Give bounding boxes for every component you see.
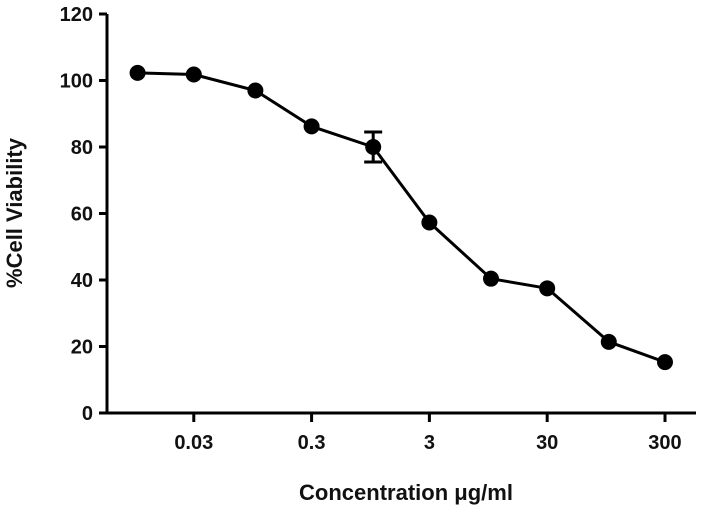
- x-tick-label: 0.03: [174, 432, 213, 454]
- y-tick-label: 60: [71, 204, 93, 226]
- y-tick-label: 120: [60, 4, 93, 26]
- x-tick-label: 300: [648, 432, 681, 454]
- data-point: [129, 64, 146, 81]
- data-point: [247, 82, 264, 99]
- y-tick-label: 0: [82, 403, 93, 425]
- y-tick-label: 100: [60, 71, 93, 93]
- data-point: [365, 139, 382, 155]
- data-point: [539, 280, 556, 297]
- y-tick-label: 20: [71, 337, 93, 359]
- y-axis-ticks: 0 20 40 60 80 100 120: [60, 4, 107, 425]
- y-axis-title: %Cell Viability: [2, 137, 27, 288]
- series-line: [137, 71, 666, 364]
- data-point: [303, 118, 320, 135]
- data-point: [600, 333, 617, 350]
- data-point: [421, 214, 438, 231]
- x-tick-label: 3: [424, 432, 435, 454]
- x-axis-title: Concentration μg/ml: [299, 480, 513, 505]
- x-tick-label: 0.3: [298, 432, 326, 454]
- x-tick-label: 30: [536, 432, 558, 454]
- x-axis-ticks: 0.03 0.3 3 30 300: [174, 413, 682, 454]
- data-point: [185, 66, 202, 83]
- data-point: [482, 270, 499, 287]
- data-point: [656, 354, 673, 371]
- y-tick-label: 80: [71, 137, 93, 159]
- y-tick-label: 40: [71, 270, 93, 292]
- plot-area: [129, 64, 673, 371]
